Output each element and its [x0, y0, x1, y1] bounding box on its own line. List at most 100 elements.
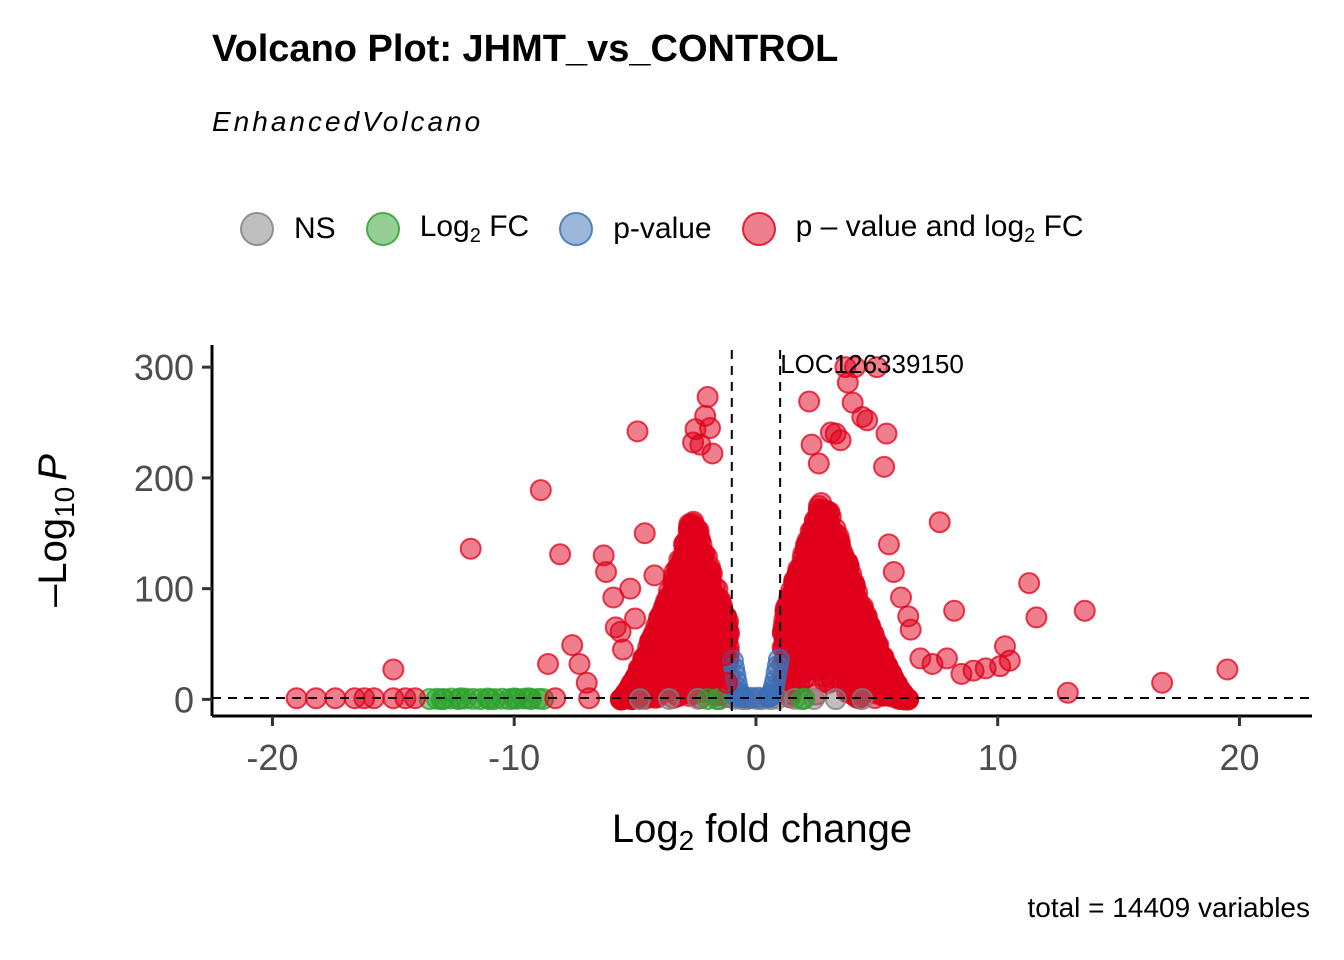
- cluster-point: [688, 529, 711, 552]
- x-tick-label: 0: [746, 737, 766, 778]
- data-point: [430, 688, 453, 711]
- annotations: LOC126339150: [780, 349, 964, 379]
- data-point: [1025, 606, 1048, 629]
- cluster-point: [661, 636, 684, 659]
- data-point: [943, 599, 966, 622]
- legend-marker-log2fc: [365, 212, 400, 246]
- chart-subtitle: EnhancedVolcano: [212, 106, 484, 137]
- data-point: [998, 649, 1021, 672]
- legend-label-pvalue: p-value: [613, 212, 712, 245]
- data-point: [873, 455, 896, 478]
- cluster-point: [813, 610, 836, 633]
- data-point: [767, 648, 790, 671]
- x-tick-label: 20: [1219, 737, 1259, 778]
- cluster-point: [699, 560, 722, 583]
- data-point: [935, 647, 958, 670]
- data-point: [643, 564, 666, 587]
- legend: NS Log2 FC p-value p – value and log2 FC: [240, 205, 1114, 253]
- cluster-point: [710, 594, 733, 617]
- data-point: [653, 600, 676, 623]
- data-point: [807, 452, 830, 475]
- cluster-point: [716, 619, 739, 642]
- data-point: [619, 577, 642, 600]
- y-axis-title: –Log10P: [31, 454, 80, 607]
- y-tick-label: 300: [134, 347, 194, 388]
- data-point: [611, 638, 634, 661]
- cluster-point: [808, 507, 831, 530]
- data-point: [829, 429, 852, 452]
- data-point: [824, 688, 847, 711]
- legend-item-log2fc: Log2 FC: [365, 210, 530, 248]
- data-point: [529, 479, 552, 502]
- data-point: [1056, 681, 1079, 704]
- legend-label-log2fc: Log2 FC: [419, 210, 530, 247]
- cluster-point: [814, 583, 837, 606]
- data-point: [699, 417, 722, 440]
- data-point: [877, 533, 900, 556]
- data-point: [537, 652, 560, 675]
- data-point: [800, 433, 823, 456]
- cluster-point: [836, 555, 859, 578]
- cluster-point: [642, 632, 665, 655]
- data-point: [928, 511, 951, 534]
- cluster-point: [890, 684, 913, 707]
- data-point: [479, 688, 502, 711]
- data-point: [882, 561, 905, 584]
- cluster-point: [834, 608, 857, 631]
- y-tick-label: 0: [174, 679, 194, 720]
- x-tick-label: -20: [246, 737, 298, 778]
- data-point: [595, 561, 618, 584]
- data-point: [790, 688, 813, 711]
- points-layer: [285, 356, 1239, 711]
- data-point: [382, 658, 405, 681]
- legend-item-both: p – value and log2 FC: [741, 210, 1084, 248]
- cluster-point: [818, 524, 841, 547]
- data-point: [549, 543, 572, 566]
- cluster-1: [771, 492, 920, 711]
- data-point: [1216, 658, 1239, 681]
- data-point: [701, 442, 724, 465]
- cluster-point: [786, 651, 809, 674]
- cluster-point: [785, 610, 808, 633]
- data-point: [844, 356, 867, 379]
- legend-item-pvalue: p-value: [559, 212, 712, 246]
- data-point: [851, 688, 874, 711]
- data-point: [696, 386, 719, 409]
- chart-title: Volcano Plot: JHMT_vs_CONTROL: [212, 28, 839, 70]
- data-point: [459, 537, 482, 560]
- x-tick-label: -10: [488, 737, 540, 778]
- data-point: [856, 409, 879, 432]
- legend-marker-pvalue: [559, 212, 594, 246]
- data-point: [628, 688, 651, 711]
- cluster-point: [673, 560, 696, 583]
- legend-marker-both: [741, 212, 776, 246]
- legend-label-ns: NS: [294, 212, 336, 245]
- data-point: [865, 356, 888, 379]
- chart-caption: total = 14409 variables: [1027, 892, 1310, 923]
- cluster-point: [869, 649, 892, 672]
- data-point: [568, 652, 591, 675]
- data-point: [633, 522, 656, 545]
- legend-marker-ns: [240, 212, 274, 246]
- data-point: [602, 586, 625, 609]
- cluster-point: [807, 641, 830, 664]
- cutoff-lines: [212, 350, 1312, 716]
- legend-item-ns: NS: [240, 212, 336, 246]
- y-tick-label: 100: [134, 569, 194, 610]
- data-point: [798, 390, 821, 413]
- legend-label-both: p – value and log2 FC: [795, 210, 1084, 247]
- data-point: [561, 634, 584, 657]
- data-point: [626, 420, 649, 443]
- data-point: [890, 586, 913, 609]
- data-point: [624, 607, 647, 630]
- series-3: [285, 356, 1239, 710]
- cluster-point: [690, 635, 713, 658]
- y-tick-label: 200: [134, 458, 194, 499]
- data-point: [1018, 572, 1041, 595]
- x-tick-label: 10: [978, 737, 1018, 778]
- gene-label: LOC126339150: [780, 349, 964, 379]
- cluster-point: [846, 666, 869, 689]
- data-point: [899, 618, 922, 641]
